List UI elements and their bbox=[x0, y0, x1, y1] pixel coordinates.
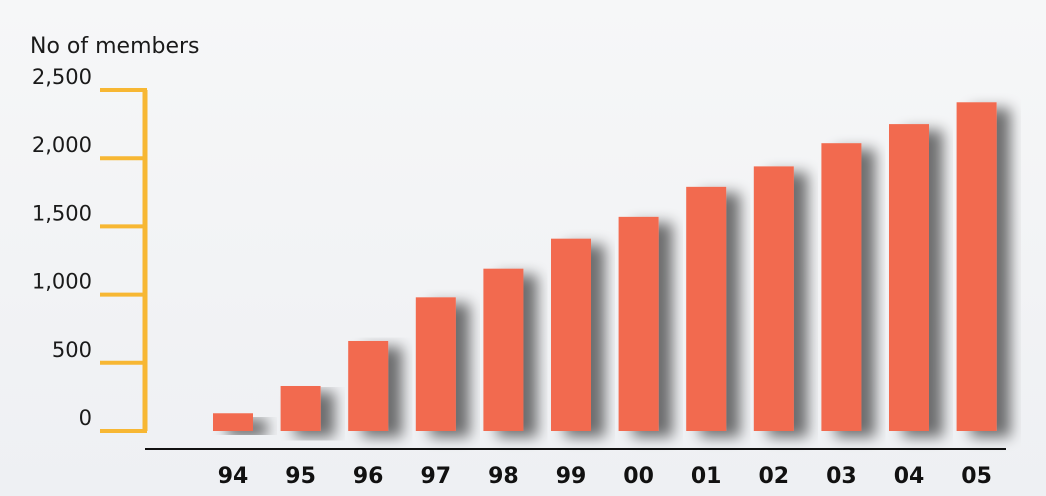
y-tick-label: 500 bbox=[52, 338, 92, 362]
x-axis: 94 95 96 97 98 99 00 01 02 03 04 05 bbox=[145, 448, 1006, 489]
x-tick-label: 04 bbox=[894, 464, 925, 489]
y-axis-title: No of members bbox=[30, 34, 200, 59]
bar bbox=[889, 124, 929, 431]
x-tick-label: 01 bbox=[691, 464, 722, 489]
x-tick-label: 94 bbox=[218, 464, 249, 489]
x-tick-label: 05 bbox=[961, 464, 992, 489]
bar bbox=[280, 385, 321, 431]
bar bbox=[483, 268, 524, 431]
x-tick-label: 03 bbox=[826, 464, 857, 489]
x-tick-label: 00 bbox=[623, 464, 654, 489]
x-tick-label: 02 bbox=[758, 464, 789, 489]
y-tick-label: 2,500 bbox=[32, 65, 92, 89]
y-axis: 0 500 1,000 1,500 2,000 2,500 bbox=[32, 65, 148, 433]
x-tick-label: 96 bbox=[353, 464, 384, 489]
bars bbox=[213, 102, 997, 432]
x-tick-label: 97 bbox=[420, 464, 451, 489]
x-tick-label: 98 bbox=[488, 464, 519, 489]
bar bbox=[821, 143, 862, 432]
bar bbox=[213, 413, 253, 431]
bar bbox=[348, 340, 389, 431]
y-tick-label: 1,500 bbox=[32, 201, 92, 225]
bar bbox=[956, 102, 997, 431]
y-tick-label: 0 bbox=[79, 406, 92, 430]
y-tick-label: 2,000 bbox=[32, 133, 92, 157]
bar bbox=[686, 186, 727, 431]
bar bbox=[551, 238, 591, 431]
bar bbox=[415, 297, 456, 431]
y-tick-label: 1,000 bbox=[32, 270, 92, 294]
bar bbox=[618, 216, 659, 431]
bar bbox=[753, 166, 794, 431]
x-tick-label: 95 bbox=[285, 464, 316, 489]
x-tick-label: 99 bbox=[556, 464, 587, 489]
